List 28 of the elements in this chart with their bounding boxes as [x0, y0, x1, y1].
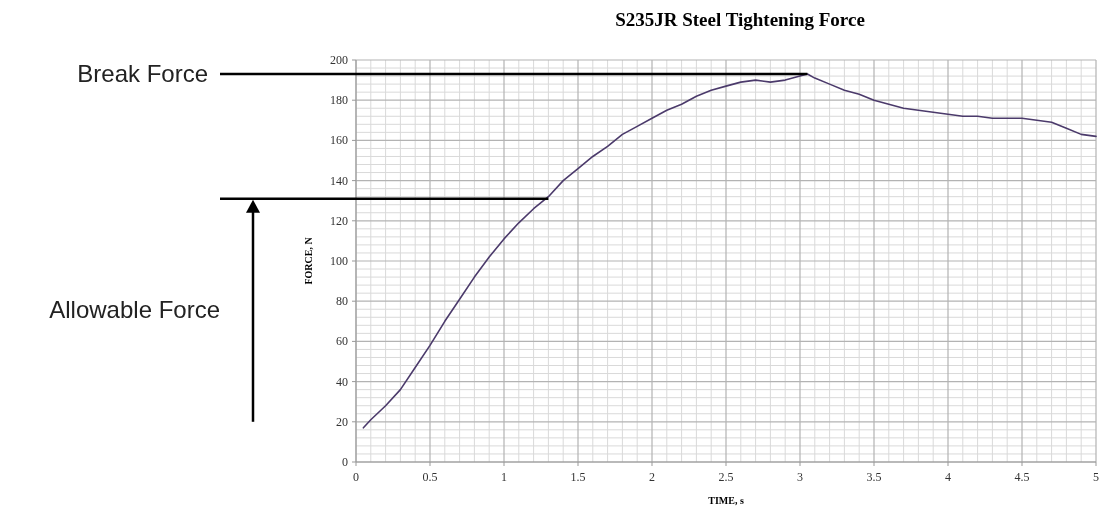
x-tick-label: 4.5	[1014, 470, 1030, 484]
y-tick-label: 40	[336, 374, 348, 389]
chart-title: S235JR Steel Tightening Force	[615, 9, 865, 30]
y-tick-label: 140	[330, 173, 348, 188]
y-tick-label: 60	[336, 334, 348, 349]
y-tick-label: 80	[336, 294, 348, 309]
x-tick-label: 3.5	[866, 470, 882, 484]
x-tick-label: 1	[501, 470, 507, 484]
y-tick-label: 120	[330, 213, 348, 228]
y-tick-label: 20	[336, 414, 348, 429]
ref-line-label: Break Force	[77, 60, 208, 88]
y-tick-label: 0	[342, 455, 348, 469]
y-tick-label: 200	[330, 53, 348, 67]
x-tick-label: 0	[353, 470, 359, 484]
line-series	[362, 73, 1097, 429]
x-tick-label: 1.5	[570, 470, 586, 484]
x-tick-label: 2	[649, 470, 655, 484]
y-tick-label: 180	[330, 93, 348, 108]
y-axis-title: FORCE, N	[303, 236, 314, 285]
y-tick-label: 100	[330, 254, 348, 268]
x-tick-label: 4	[945, 470, 951, 484]
x-tick-label: 3	[797, 470, 803, 484]
x-axis-title: TIME, s	[708, 495, 744, 506]
y-tick-label: 160	[330, 133, 348, 148]
x-tick-label: 2.5	[718, 470, 734, 484]
text: Allowable Force	[49, 296, 220, 324]
x-tick-label: 0.5	[422, 470, 438, 484]
x-tick-label: 5	[1093, 470, 1099, 484]
